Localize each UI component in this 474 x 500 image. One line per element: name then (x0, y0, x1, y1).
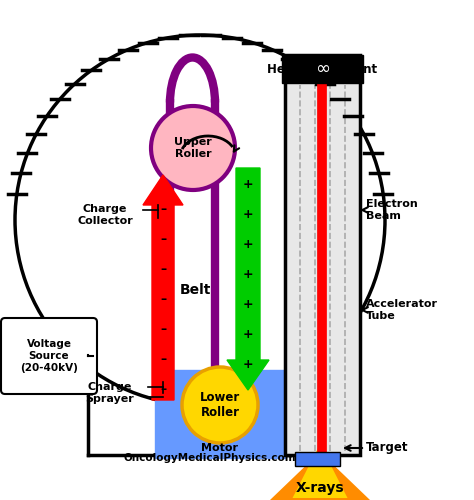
Text: OncologyMedicalPhysics.com: OncologyMedicalPhysics.com (124, 453, 296, 463)
Bar (282, 55, 363, 83)
Text: –: – (160, 264, 166, 276)
Text: X-rays: X-rays (296, 481, 344, 495)
Text: –: – (160, 234, 166, 246)
Text: +: + (243, 178, 253, 192)
Text: +: + (243, 358, 253, 372)
Text: +: + (243, 268, 253, 281)
Text: Electron
Beam: Electron Beam (366, 199, 418, 221)
Polygon shape (270, 452, 370, 500)
Text: Accelerator
Tube: Accelerator Tube (366, 299, 438, 321)
FancyArrow shape (227, 168, 269, 390)
Text: Voltage
Source
(20-40kV): Voltage Source (20-40kV) (20, 340, 78, 372)
Text: –: – (160, 204, 166, 216)
Text: –: – (160, 384, 166, 396)
Text: +: + (243, 208, 253, 222)
Bar (155, 370, 285, 458)
FancyBboxPatch shape (1, 318, 97, 394)
Text: Motor: Motor (201, 443, 238, 453)
Text: –: – (160, 354, 166, 366)
Text: Belt: Belt (179, 283, 210, 297)
Text: Lower
Roller: Lower Roller (200, 391, 240, 419)
Text: –: – (160, 324, 166, 336)
Text: +: + (243, 328, 253, 342)
Text: Charge
Collector: Charge Collector (77, 204, 133, 226)
Circle shape (151, 106, 235, 190)
Bar (295, 452, 340, 466)
Text: –: – (160, 294, 166, 306)
Text: Heated Filament: Heated Filament (267, 63, 378, 76)
FancyArrow shape (143, 175, 183, 400)
Text: ∞: ∞ (315, 60, 330, 78)
Text: Charge
Sprayer: Charge Sprayer (86, 382, 134, 404)
Text: +: + (243, 298, 253, 312)
Text: +: + (243, 238, 253, 252)
Polygon shape (292, 444, 347, 498)
Text: Upper
Roller: Upper Roller (174, 137, 212, 159)
Text: Target: Target (366, 442, 409, 454)
Circle shape (182, 367, 258, 443)
Bar (285, 55, 360, 455)
